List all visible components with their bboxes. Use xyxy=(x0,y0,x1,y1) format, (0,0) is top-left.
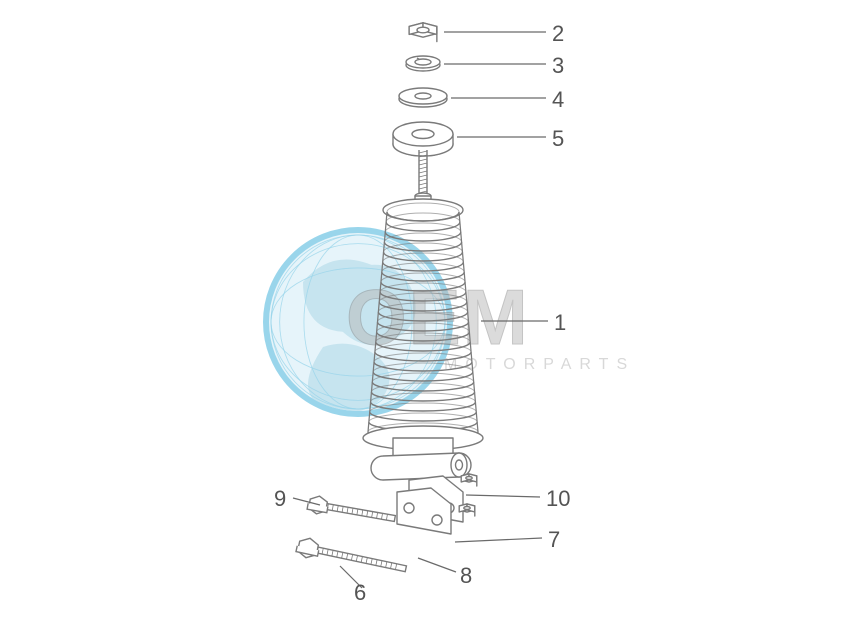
callout-5: 5 xyxy=(552,126,564,152)
callout-8: 8 xyxy=(460,563,472,589)
callout-7: 7 xyxy=(548,527,560,553)
callout-9: 9 xyxy=(274,486,286,512)
diagram-canvas: OEM MOTORPARTS 12345678910 xyxy=(0,0,846,635)
callout-2: 2 xyxy=(552,21,564,47)
callout-3: 3 xyxy=(552,53,564,79)
callout-10: 10 xyxy=(546,486,570,512)
callout-labels: 1 2 3 4 5 6 7 8 9 10 xyxy=(0,0,846,635)
callout-4: 4 xyxy=(552,87,564,113)
callout-6: 6 xyxy=(354,580,366,606)
callout-1: 1 xyxy=(554,310,566,336)
